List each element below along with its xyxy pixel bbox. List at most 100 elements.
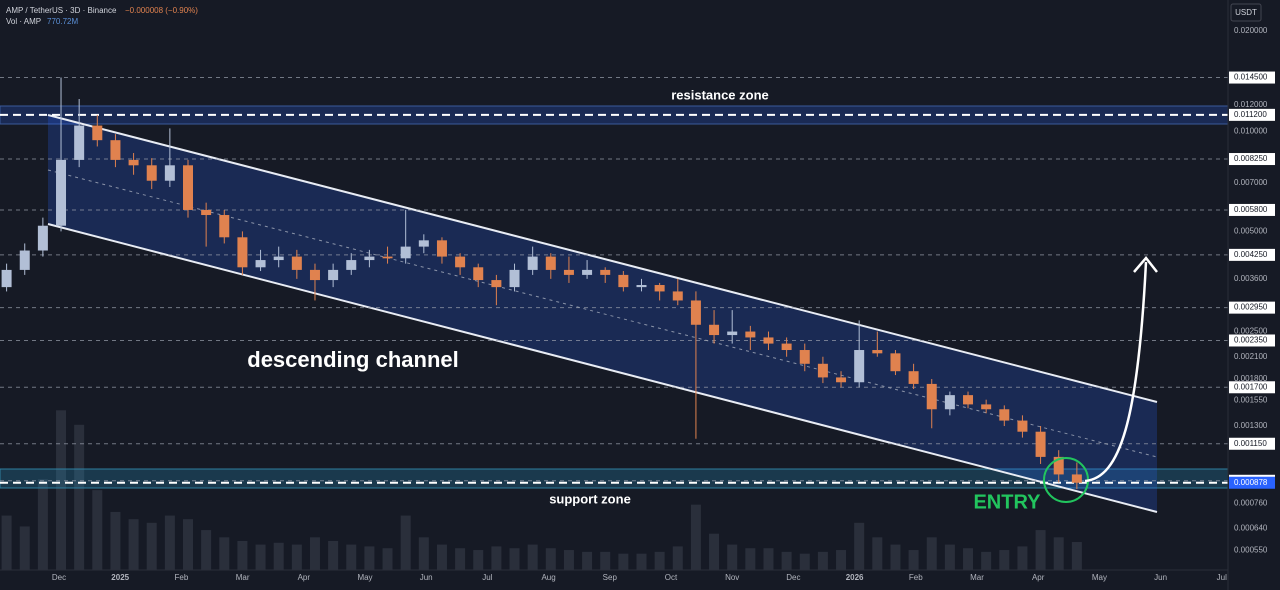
volume-bar <box>926 537 937 570</box>
candle-body <box>92 125 103 141</box>
candle-body <box>727 331 738 336</box>
volume-bar <box>908 550 919 570</box>
price-label-box <box>1229 476 1275 489</box>
candle-body <box>999 409 1010 421</box>
volume-bar <box>110 511 121 570</box>
x-tick-label: Mar <box>236 573 250 582</box>
volume-bar <box>872 537 883 570</box>
volume-bar <box>473 550 484 570</box>
y-tick-label: 0.001550 <box>1234 396 1268 405</box>
x-tick-label: Feb <box>909 573 923 582</box>
price-label-box <box>1229 437 1275 450</box>
candle-body <box>1 269 12 288</box>
candle-body <box>799 350 810 364</box>
candle-body <box>1071 474 1082 483</box>
volume-bar <box>364 546 375 570</box>
volume-bar <box>509 548 520 570</box>
price-label-box <box>1229 71 1275 84</box>
volume-bar <box>963 548 974 570</box>
arrow <box>1084 261 1148 483</box>
volume-bar <box>56 410 67 570</box>
x-tick-label: May <box>1092 573 1107 582</box>
volume-bar <box>981 551 992 570</box>
price-label: 0.008250 <box>1234 154 1268 163</box>
candle-body <box>473 267 484 281</box>
price-label-box <box>1229 381 1275 394</box>
candle-body <box>255 260 266 268</box>
x-tick-label: May <box>357 573 372 582</box>
volume-bar <box>690 504 701 570</box>
volume-bar <box>1053 537 1064 570</box>
volume-bar <box>455 548 466 570</box>
volume-bar <box>418 537 429 570</box>
volume-bar <box>636 553 647 570</box>
x-tick-label: 2025 <box>111 573 129 582</box>
candle-body <box>1017 420 1028 432</box>
candle-body <box>382 256 393 259</box>
price-label: 0.002350 <box>1234 336 1268 345</box>
candle-body <box>400 246 411 259</box>
candle-body <box>509 269 520 288</box>
price-label-box <box>1229 248 1275 261</box>
volume-bar <box>92 490 103 570</box>
volume-bar <box>545 548 556 570</box>
price-label: 0.005800 <box>1234 205 1268 214</box>
x-tick-label: Apr <box>298 573 311 582</box>
candle-body <box>908 371 919 384</box>
candle-body <box>872 350 883 354</box>
volume-bar <box>582 551 593 570</box>
volume-bar <box>436 544 447 570</box>
x-tick-label: Sep <box>603 573 618 582</box>
volume-bar <box>328 540 339 570</box>
volume-bar <box>600 551 611 570</box>
levels <box>0 77 1228 484</box>
volume-bar <box>128 519 139 570</box>
candle-body <box>237 237 248 268</box>
candle-body <box>74 125 85 160</box>
price-label-box <box>1229 203 1275 216</box>
candle-body <box>654 285 665 292</box>
price-label-box <box>1229 108 1275 121</box>
candle-body <box>219 215 230 238</box>
candle-body <box>455 256 466 268</box>
candle-body <box>201 209 212 216</box>
price-axis <box>1228 0 1280 590</box>
y-tick-label: 0.000760 <box>1234 499 1268 508</box>
x-tick-label: Jun <box>1154 573 1167 582</box>
y-axis: 0.020000 0.012000 0.010000 0.007000 0.005000… <box>1229 26 1275 554</box>
candle-body <box>146 165 157 181</box>
volume-bar <box>237 540 248 570</box>
channel-mid <box>47 169 1158 458</box>
resistance-label: resistance zone <box>671 87 769 102</box>
x-tick-label: Feb <box>175 573 189 582</box>
candle-body <box>672 291 683 301</box>
volume-bar <box>854 522 865 570</box>
volume-bar <box>219 537 230 570</box>
y-tick-label: 0.007000 <box>1234 178 1268 187</box>
volume-bar <box>999 550 1010 570</box>
candle-body <box>110 140 121 160</box>
y-tick-label: 0.005000 <box>1234 227 1268 236</box>
support-label: support zone <box>549 491 631 506</box>
arrow-head <box>1133 256 1158 273</box>
candle-body <box>854 350 865 383</box>
price-label: 0.011200 <box>1234 110 1267 119</box>
candle-body <box>273 256 284 261</box>
candle-body <box>709 324 720 336</box>
candle-body <box>690 300 701 325</box>
candle-body <box>37 225 48 251</box>
candle-body <box>164 165 175 181</box>
price-label: 0.001150 <box>1234 439 1267 448</box>
candle-body <box>563 269 574 275</box>
volume-bar <box>183 519 193 570</box>
currency-box <box>1230 3 1262 22</box>
price-label-box <box>1229 334 1275 347</box>
y-tick-label: 0.000550 <box>1234 545 1268 554</box>
volume-bar <box>1035 530 1046 570</box>
volume-bar <box>672 546 683 570</box>
y-tick-label: 0.002100 <box>1234 352 1268 361</box>
x-tick-label: Dec <box>52 573 66 582</box>
